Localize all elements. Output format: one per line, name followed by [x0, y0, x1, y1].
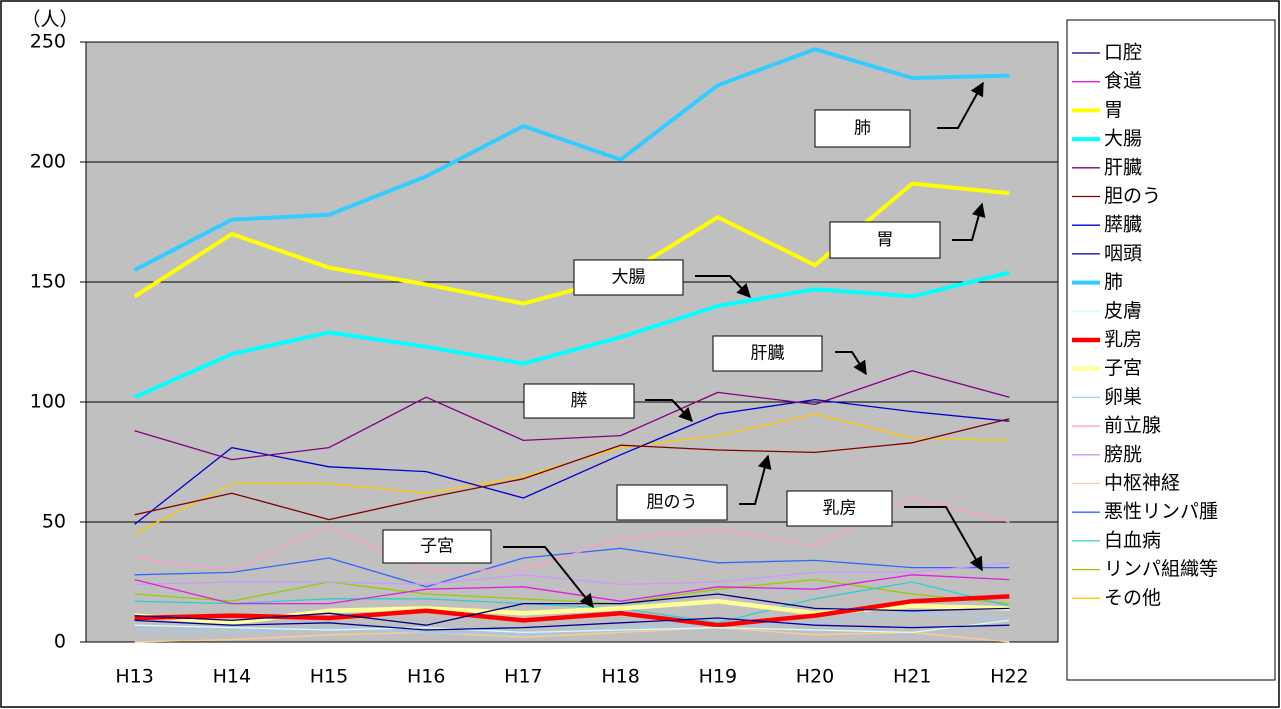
annotation: 大腸: [612, 268, 646, 288]
annotation: 肺: [854, 119, 871, 139]
annotation: 子宮: [420, 537, 454, 557]
legend-label: 皮膚: [1104, 300, 1142, 322]
x-tick-label: H18: [601, 666, 639, 688]
legend-label: 食道: [1104, 70, 1142, 92]
annotation-box: [382, 529, 492, 564]
legend-label: 口腔: [1104, 42, 1142, 64]
arrow: [835, 351, 867, 376]
series-line: [134, 581, 1010, 624]
series-line: [134, 626, 1010, 643]
y-tick-label: 100: [30, 391, 66, 413]
legend-label: 肝臓: [1104, 156, 1142, 178]
x-tick-label: H22: [990, 666, 1028, 688]
annotation: 肝臓: [751, 344, 785, 364]
annotation-box: [616, 484, 728, 521]
y-tick-label: 50: [42, 511, 66, 533]
legend-label: 中枢神経: [1104, 472, 1180, 494]
legend-label: 卵巣: [1104, 386, 1142, 408]
legend-label: 胆のう: [1104, 185, 1161, 207]
arrows: [503, 81, 986, 609]
y-unit: （人）: [21, 9, 78, 31]
x-tick-label: H14: [213, 666, 251, 688]
arrow: [904, 506, 983, 572]
series-line: [134, 593, 1010, 626]
annotation-box: [573, 259, 684, 296]
arrow: [695, 275, 751, 299]
arrow: [937, 81, 984, 129]
annotation: 胃: [877, 230, 894, 250]
legend-label: 子宮: [1104, 357, 1142, 379]
annotation: 膵: [571, 391, 588, 411]
series-line: [133, 270, 1010, 400]
series-line: [134, 578, 1010, 605]
x-tick-label: H16: [407, 666, 445, 688]
legend-label: 乳房: [1104, 329, 1142, 351]
x-tick-label: H13: [115, 666, 153, 688]
annotation-box: [712, 335, 823, 372]
arrow: [739, 454, 772, 505]
annotation-box: [786, 490, 893, 527]
x-tick-label: H17: [504, 666, 542, 688]
annotation: 胆のう: [647, 493, 698, 513]
legend-label: 咽頭: [1104, 242, 1142, 264]
legend-label: 前立腺: [1104, 415, 1161, 437]
y-tick-label: 250: [30, 31, 66, 53]
legend-label: 悪性リンパ腫: [1104, 501, 1218, 523]
annotation-box: [814, 109, 911, 148]
legend-label: 膵臓: [1104, 214, 1142, 236]
series-line: [134, 398, 1010, 525]
legend-label: 大腸: [1104, 128, 1142, 150]
arrow: [952, 202, 986, 241]
annotation-box: [523, 383, 635, 419]
series-line: [134, 617, 1010, 631]
legend-label: 膀胱: [1104, 443, 1142, 465]
legend-box: [1066, 19, 1276, 681]
legend-label: 白血病: [1104, 529, 1161, 551]
y-tick-label: 0: [54, 631, 66, 653]
x-tick-label: H19: [699, 666, 737, 688]
legend-label: 肺: [1104, 271, 1123, 293]
y-tick-label: 200: [30, 151, 66, 173]
series-line: [134, 370, 1010, 461]
legend: 口腔食道胃大腸肝臓胆のう膵臓咽頭肺皮膚乳房子宮卵巣前立腺膀胱中枢神経悪性リンパ腫…: [1066, 19, 1276, 681]
arrow: [645, 399, 693, 423]
series-line: [134, 619, 1010, 634]
legend-label: 胃: [1104, 99, 1123, 121]
annotation-box: [829, 221, 941, 259]
x-tick-label: H20: [796, 666, 834, 688]
legend-label: リンパ組織等: [1104, 558, 1218, 580]
y-tick-label: 150: [30, 271, 66, 293]
series-line: [134, 547, 1010, 588]
series-line: [134, 418, 1010, 521]
x-tick-label: H15: [310, 666, 348, 688]
series-line: [133, 47, 1010, 272]
x-tick-label: H21: [893, 666, 931, 688]
plot-area: [85, 41, 1059, 643]
series-line: [134, 574, 1010, 605]
arrow: [503, 546, 594, 609]
annotation: 乳房: [823, 499, 857, 519]
legend-label: その他: [1104, 587, 1161, 609]
